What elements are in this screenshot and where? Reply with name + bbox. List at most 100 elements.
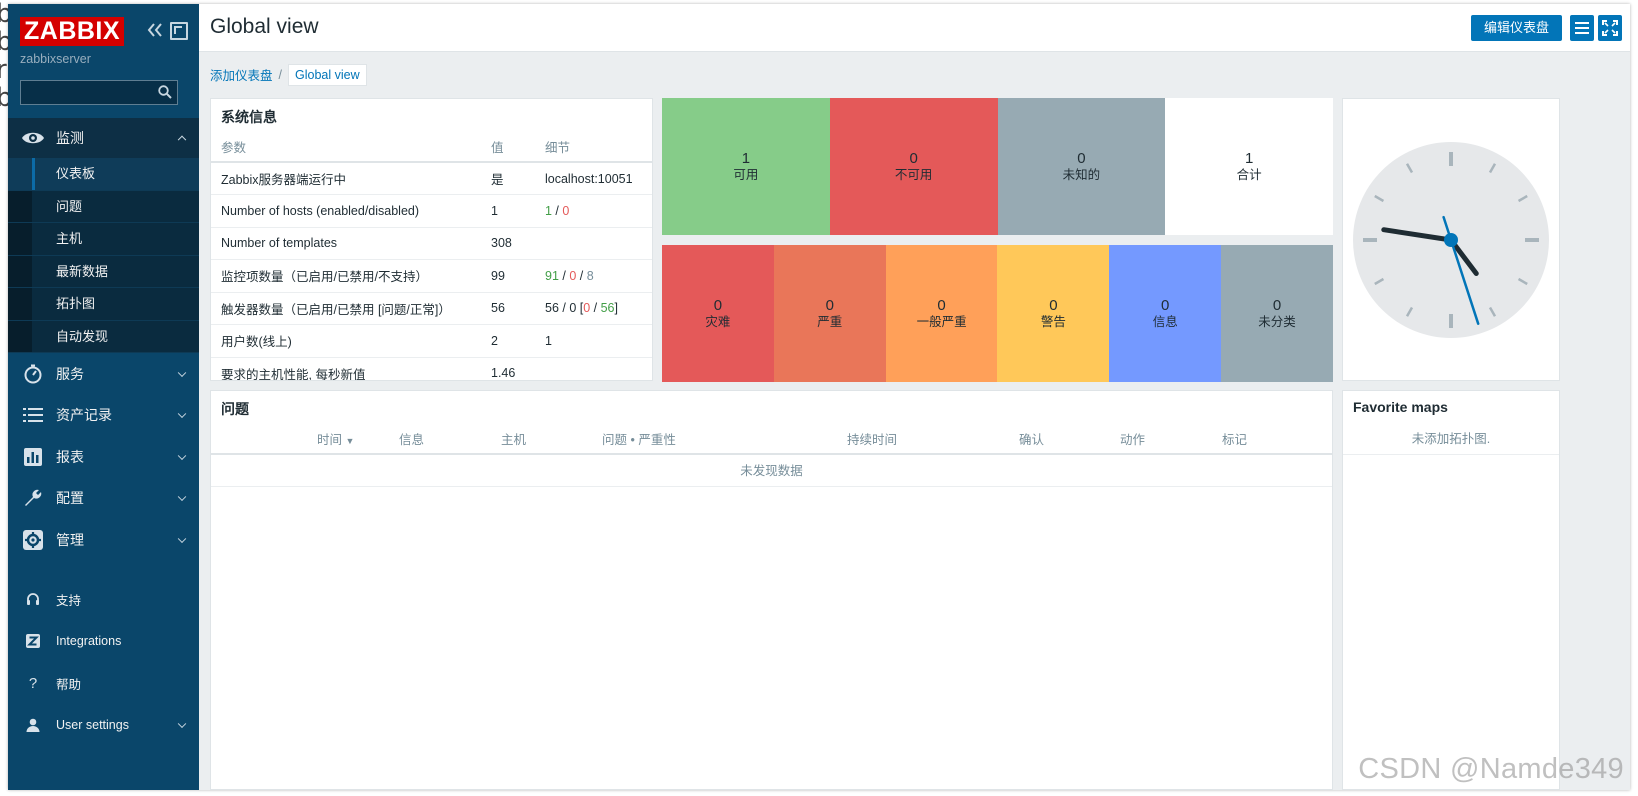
problems-table-header: 时间 ▼ 信息 主机 问题 • 严重性 持续时间 确认 动作 标记 [211,423,1332,455]
main-area: Global view 编辑仪表盘 添加仪表盘 / Global view 系统… [199,4,1630,790]
detail-cell: 1 [535,324,652,358]
param-cell: 用户数(线上) [211,324,481,358]
availability-cell-total[interactable]: 1 合计 [1165,98,1333,235]
availability-cell-available[interactable]: 1 可用 [662,98,830,235]
param-cell: Zabbix服务器端运行中 [211,162,481,195]
zabbix-logo[interactable]: ZABBIX [20,17,125,46]
submenu-gutter [8,158,32,353]
column-header: 细节 [535,131,652,163]
severity-label: 信息 [1152,315,1178,329]
bg-text: b [0,83,10,113]
no-maps-message: 未添加拓扑图. [1343,423,1559,455]
availability-cell-unavailable[interactable]: 0 不可用 [829,98,998,235]
breadcrumb-separator: / [278,67,282,82]
table-row: 监控项数量（已启用/已禁用/不支持） 99 91 / 0 / 8 [211,259,652,293]
chevron-down-icon [177,719,187,729]
clock-tick [1405,306,1414,317]
column-header-info: 信息 [399,432,425,447]
ok-count: 56 [600,301,615,316]
severity-cell-not-classified[interactable]: 0 未分类 [1221,245,1333,382]
integrations-icon [20,631,46,651]
severity-cell-average[interactable]: 0 一般严重 [885,245,998,382]
monitoring-submenu: 仪表板 问题 主机 最新数据 拓扑图 自动发现 [8,158,199,353]
menu-item-inventory[interactable]: 资产记录 [8,395,199,437]
chevron-down-icon [177,409,187,419]
menu-item-services[interactable]: 服务 [8,353,199,395]
availability-cell-unknown[interactable]: 0 未知的 [997,98,1166,235]
enabled-count: 1 [545,203,552,218]
availability-count: 1 [1244,150,1254,167]
menu-label: 支持 [56,593,82,608]
value-cell: 2 [481,324,535,358]
severity-cell-high[interactable]: 0 严重 [773,245,886,382]
value-cell: 1 [481,194,535,228]
submenu-item-hosts[interactable]: 主机 [8,223,199,256]
submenu-item-maps[interactable]: 拓扑图 [8,288,199,321]
kiosk-mode-icon[interactable] [170,22,188,40]
page-title: Global view [210,15,319,38]
submenu-item-problems[interactable]: 问题 [8,191,199,223]
clock-center [1444,233,1458,247]
search-input[interactable] [21,81,151,104]
menu-item-configuration[interactable]: 配置 [8,478,199,520]
value-cell: 308 [481,227,535,260]
severity-count: 0 [713,297,723,314]
table-row: 要求的主机性能, 每秒新值 1.46 [211,357,652,380]
availability-count: 1 [741,150,751,167]
severity-cell-disaster[interactable]: 0 灾难 [662,245,774,382]
enabled-count: 91 [545,268,559,283]
search-icon[interactable] [158,85,172,99]
collapse-sidebar-icon[interactable] [146,23,164,41]
breadcrumb-parent-link[interactable]: 添加仪表盘 [210,69,273,83]
severity-count: 0 [825,297,834,314]
chevron-down-icon [177,368,187,377]
zabbix-window: ZABBIX zabbixserver 监测 仪表板 问题 主 [8,4,1630,790]
submenu-item-discovery[interactable]: 自动发现 [8,321,199,353]
chevron-down-icon [177,451,187,460]
menu-label: 配置 [56,490,84,507]
table-header-row: 参数 值 细节 [211,131,652,163]
submenu-item-latest-data[interactable]: 最新数据 [8,256,199,288]
disabled-count: 0 [562,203,570,218]
list-icon [20,405,46,425]
watermark: CSDN @Namde349 [1358,753,1624,785]
column-header-ack: 确认 [1019,432,1045,447]
sidebar: ZABBIX zabbixserver 监测 仪表板 问题 主 [8,4,199,790]
severity-cell-information[interactable]: 0 信息 [1109,245,1222,382]
menu-label: Integrations [56,634,122,648]
analog-clock [1353,142,1549,338]
chevron-up-icon [177,135,187,145]
page-header: Global view 编辑仪表盘 [199,4,1630,52]
edit-dashboard-button[interactable]: 编辑仪表盘 [1470,15,1562,41]
menu-item-help[interactable]: ? 帮助 [8,662,199,704]
menu-item-reports[interactable]: 报表 [8,436,199,478]
table-row: 用户数(线上) 2 1 [211,324,652,358]
help-icon: ? [28,674,38,692]
menu-item-administration[interactable]: 管理 [8,519,199,561]
submenu-item-dashboard[interactable]: 仪表板 [8,158,199,191]
fullscreen-icon[interactable] [1598,15,1622,41]
search-box [20,80,178,105]
severity-label: 警告 [1040,315,1066,329]
column-header: 值 [481,131,535,163]
availability-label: 不可用 [894,168,933,182]
table-row: Zabbix服务器端运行中 是 localhost:10051 [211,162,652,195]
param-cell: Number of hosts (enabled/disabled) [211,194,481,228]
system-information-table: 参数 值 细节 Zabbix服务器端运行中 是 localhost:10051 … [211,131,652,380]
menu-item-user-settings[interactable]: User settings [8,704,199,746]
menu-item-monitoring[interactable]: 监测 [8,118,199,158]
detail-cell: 1 / 0 [535,194,652,228]
severity-cell-warning[interactable]: 0 警告 [997,245,1110,382]
menu-label: 资产记录 [56,407,112,424]
menu-item-integrations[interactable]: Integrations [8,620,199,662]
gear-icon [20,529,46,550]
detail-cell: localhost:10051 [535,162,652,195]
column-header-time[interactable]: 时间 ▼ [317,429,354,448]
clock-tick [1488,306,1497,317]
menu-icon[interactable] [1570,15,1594,41]
column-header: 参数 [211,131,481,163]
clock-minute-hand [1381,227,1454,243]
clock-tick [1488,163,1497,174]
menu-item-support[interactable]: 支持 [8,578,199,620]
breadcrumb-current[interactable]: Global view [288,63,367,86]
